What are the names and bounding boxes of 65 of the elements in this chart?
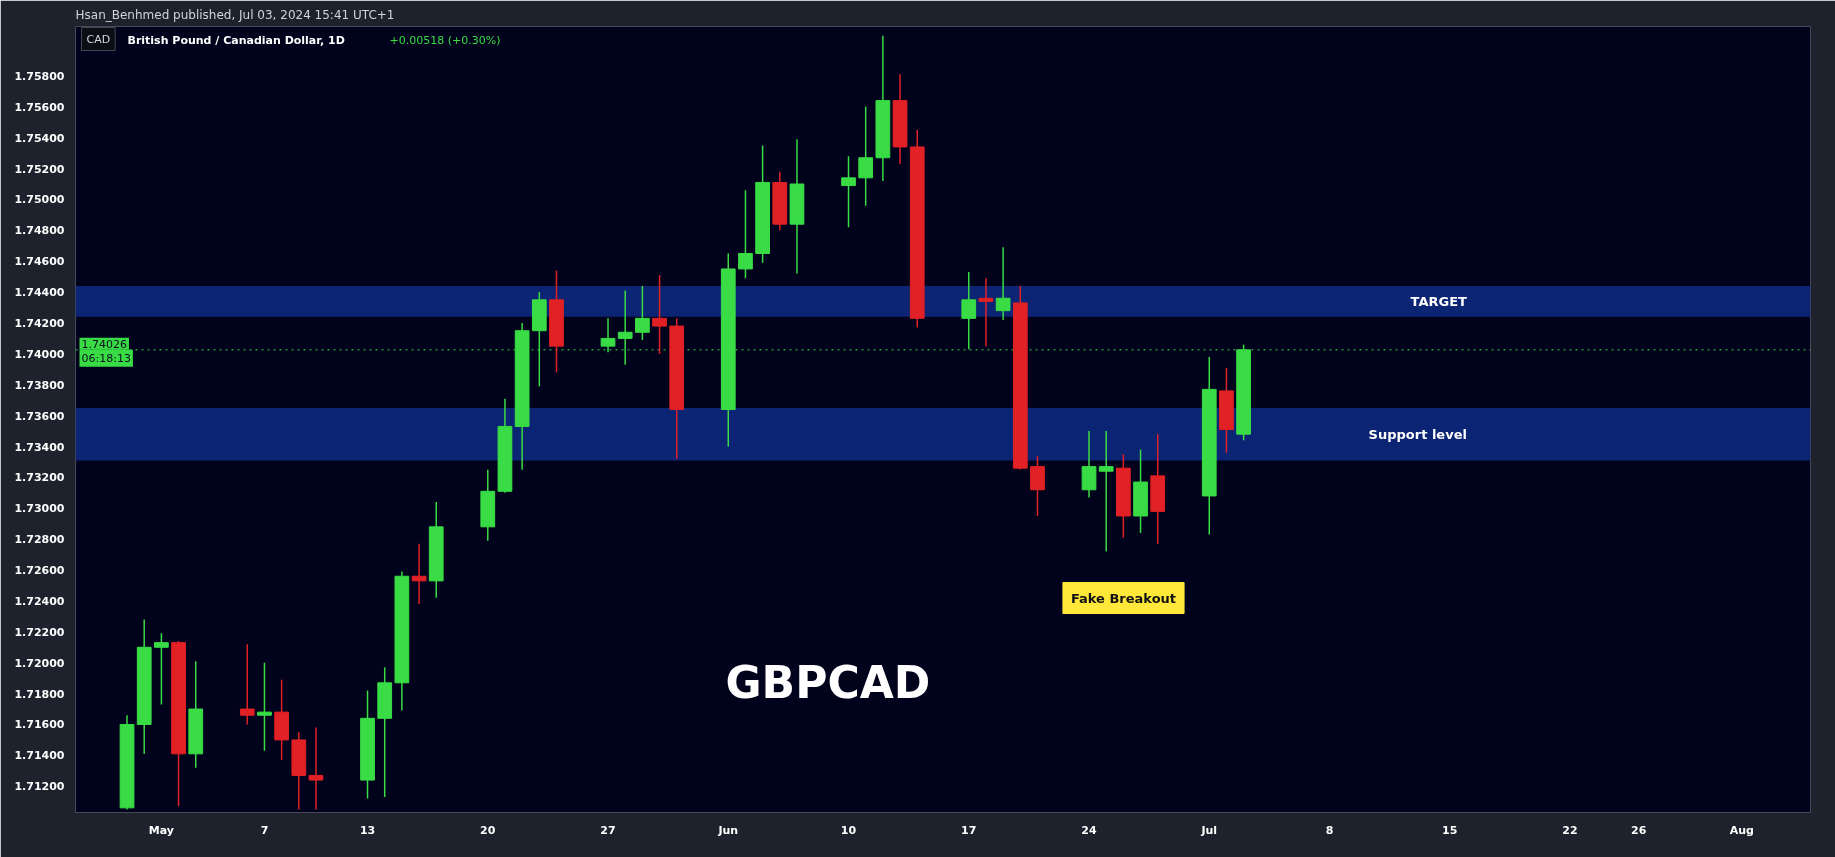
x-tick-label: Jul <box>1200 823 1218 837</box>
y-tick-label: 1.71200 <box>14 780 65 794</box>
x-tick-label: 17 <box>961 823 977 837</box>
y-tick-label: 1.72000 <box>14 656 65 670</box>
x-tick-label: 15 <box>1442 823 1458 837</box>
y-tick-label: 1.74200 <box>14 316 65 330</box>
y-tick-label: 1.73200 <box>14 471 65 485</box>
candlestick <box>858 106 874 207</box>
annotation: 06:18:13 <box>81 351 131 365</box>
candlestick <box>1081 430 1097 499</box>
y-tick-label: 1.75400 <box>14 131 65 145</box>
y-tick-label: 1.75000 <box>14 193 65 207</box>
x-tick-label: 8 <box>1325 823 1334 837</box>
y-tick-label: 1.72600 <box>14 564 65 578</box>
y-tick-label: 1.74400 <box>14 286 65 300</box>
x-tick-label: 10 <box>840 823 857 837</box>
x-tick-label: 20 <box>480 823 496 837</box>
candlestick <box>239 643 255 726</box>
annotation: GBPCAD <box>725 657 931 708</box>
candlestick <box>738 189 753 279</box>
text: Hsan_Benhmed published, Jul 03, 2024 15:41 UTC+1 <box>75 7 395 22</box>
candlestick <box>635 285 650 341</box>
band-label: TARGET <box>1410 293 1468 309</box>
candlestick <box>841 155 856 228</box>
x-tick-label: 7 <box>260 823 269 837</box>
x-tick-label: 26 <box>1631 823 1647 837</box>
y-tick-label: 1.71800 <box>14 687 65 701</box>
y-tick-label: 1.73600 <box>14 409 65 423</box>
y-tick-label: 1.75200 <box>14 162 65 176</box>
annotation: CAD <box>86 32 111 46</box>
candlestick <box>961 271 977 350</box>
x-tick-label: 27 <box>600 823 616 837</box>
annotation: Fake Breakout <box>1070 590 1177 606</box>
y-tick-label: 1.75600 <box>14 100 65 114</box>
ref-line-label: 1.74026 <box>81 337 127 351</box>
text: British Pound / Canadian Dollar, 1D <box>127 33 345 47</box>
x-tick-label: 24 <box>1081 823 1098 837</box>
y-tick-label: 1.74600 <box>14 255 65 269</box>
y-tick-label: 1.72400 <box>14 594 65 608</box>
x-tick-label: 13 <box>359 823 376 837</box>
x-tick-label: May <box>148 823 174 837</box>
candlestick <box>1098 430 1114 553</box>
y-tick-label: 1.73800 <box>14 378 65 392</box>
y-tick-label: 1.71400 <box>14 749 65 763</box>
candlestick <box>411 543 427 605</box>
x-tick-label: 22 <box>1562 823 1578 837</box>
x-tick-label: Jun <box>717 823 739 837</box>
y-tick-label: 1.71600 <box>14 718 65 732</box>
y-tick-label: 1.74000 <box>14 347 65 361</box>
y-tick-label: 1.75800 <box>14 69 65 83</box>
x-tick-label: Aug <box>1729 823 1754 837</box>
candlestick <box>308 726 324 811</box>
candlestick <box>995 246 1011 321</box>
candlestick <box>978 277 994 347</box>
candlestick <box>652 274 667 355</box>
text: +0.00518 (+0.30%) <box>389 33 501 47</box>
y-tick-label: 1.72200 <box>14 625 65 639</box>
candlestick <box>154 632 169 706</box>
y-tick-label: 1.73000 <box>14 502 65 516</box>
y-tick-label: 1.72800 <box>14 533 65 547</box>
y-tick-label: 1.73400 <box>14 440 65 454</box>
band-label: Support level <box>1368 426 1467 442</box>
candlestick <box>257 661 272 752</box>
y-tick-label: 1.74800 <box>14 224 65 238</box>
candlestick <box>1030 455 1045 517</box>
